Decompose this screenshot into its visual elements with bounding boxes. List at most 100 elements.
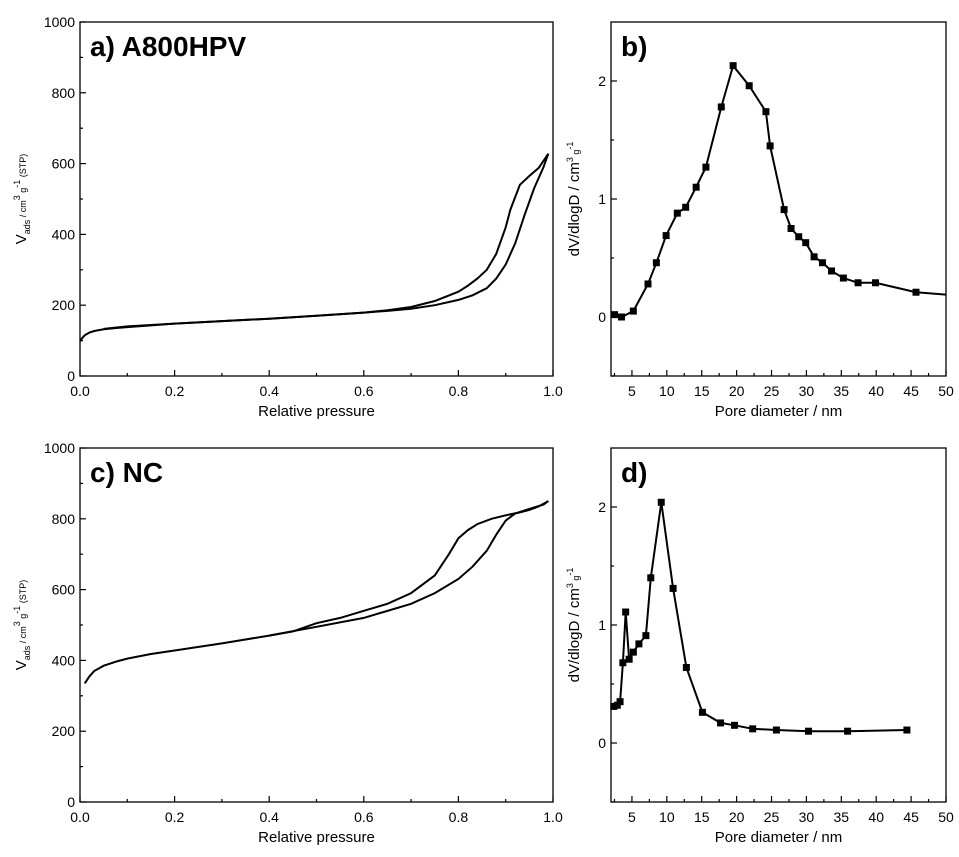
x-axis-label: Pore diameter / nm (715, 403, 843, 420)
y-tick-label: 1000 (44, 440, 75, 456)
x-tick-label: 0.8 (449, 383, 469, 399)
data-point (810, 253, 818, 261)
x-tick-label: 10 (659, 383, 675, 399)
panel-title: d) (621, 457, 647, 488)
y-tick-label: 800 (52, 85, 76, 101)
x-tick-label: 45 (903, 383, 919, 399)
data-point (762, 108, 770, 116)
data-point (616, 698, 624, 706)
x-axis-label: Relative pressure (258, 403, 375, 420)
data-point (731, 721, 739, 729)
x-tick-label: 30 (799, 809, 815, 825)
desorption-curve (269, 500, 549, 637)
data-point (912, 288, 920, 296)
adsorption-curve (83, 500, 549, 684)
y-tick-label: 600 (52, 156, 76, 172)
data-point (692, 183, 700, 191)
panel-a: 0.0 0.2 0.4 0.6 0.8 1.0 0 200 400 600 800 1000 Relat… (12, 14, 563, 420)
data-point (717, 719, 725, 727)
x-tick-label: 25 (764, 809, 780, 825)
x-tick-label: 50 (938, 809, 954, 825)
data-point (619, 659, 627, 667)
x-tick-label: 1.0 (543, 809, 563, 825)
data-point (828, 267, 836, 275)
data-point (872, 279, 880, 287)
desorption-curve (103, 153, 550, 330)
data-point (629, 307, 637, 315)
data-point (669, 584, 677, 592)
x-tick-label: 35 (834, 809, 850, 825)
data-point (818, 259, 826, 267)
x-tick-label: 40 (868, 383, 884, 399)
x-tick-label: 5 (628, 383, 636, 399)
x-tick-label: 15 (694, 809, 710, 825)
y-tick-label: 200 (52, 297, 76, 313)
y-tick-label: 600 (52, 582, 76, 598)
panel-title: b) (621, 31, 647, 62)
x-axis-label: Relative pressure (258, 829, 375, 846)
data-point (625, 655, 633, 663)
data-point (772, 726, 780, 734)
x-tick-label: 0.4 (259, 809, 279, 825)
data-point (839, 274, 847, 282)
data-point (662, 232, 670, 240)
x-tick-label: 5 (628, 809, 636, 825)
x-tick-label: 0.8 (449, 809, 469, 825)
data-point (749, 725, 757, 733)
y-axis-label: Vads / cm3 g-1 (STP) (12, 580, 32, 671)
data-point (780, 206, 788, 214)
data-point (787, 225, 795, 232)
y-tick-label: 1 (598, 617, 606, 633)
data-point (622, 608, 630, 616)
x-tick-label: 25 (764, 383, 780, 399)
x-tick-label: 20 (729, 809, 745, 825)
x-tick-label: 0.4 (259, 383, 279, 399)
panel-d: 5 10 15 20 25 30 35 40 45 50 0 1 2 Pore diameter / nm… (565, 447, 954, 846)
y-tick-label: 800 (52, 511, 76, 527)
x-tick-label: 1.0 (543, 383, 563, 399)
data-point (673, 209, 681, 217)
y-axis-label: dV/dlogD / cm3 g-1 (565, 568, 583, 683)
y-tick-label: 0 (67, 368, 75, 384)
y-axis-label: Vads / cm3 g-1 (STP) (12, 154, 32, 245)
x-tick-label: 45 (903, 809, 919, 825)
data-point (854, 279, 862, 287)
data-point (729, 62, 737, 70)
data-point (644, 280, 652, 288)
data-point (903, 726, 911, 734)
panel-c: 0.0 0.2 0.4 0.6 0.8 1.0 0 200 400 600 800 1000 Relat… (12, 440, 563, 846)
x-tick-label: 0.6 (354, 383, 374, 399)
y-tick-label: 2 (598, 73, 606, 89)
data-point (652, 259, 660, 267)
y-tick-label: 200 (52, 723, 76, 739)
y-tick-label: 1000 (44, 14, 75, 30)
x-tick-label: 20 (729, 383, 745, 399)
data-point (766, 142, 774, 150)
data-point (795, 233, 803, 241)
data-point (642, 632, 650, 640)
data-point (717, 103, 725, 111)
y-tick-label: 2 (598, 499, 606, 515)
y-tick-label: 400 (52, 226, 76, 242)
data-point (682, 203, 690, 211)
data-point (613, 701, 621, 709)
y-tick-label: 0 (598, 309, 606, 325)
data-point (647, 574, 655, 582)
data-point (844, 727, 852, 735)
x-tick-label: 10 (659, 809, 675, 825)
data-point (617, 313, 625, 321)
x-tick-label: 0.2 (165, 809, 185, 825)
x-axis-label: Pore diameter / nm (715, 829, 843, 846)
x-tick-label: 50 (938, 383, 954, 399)
data-point (745, 82, 753, 90)
x-tick-label: 0.0 (70, 383, 90, 399)
y-tick-label: 1 (598, 191, 606, 207)
x-tick-label: 0.0 (70, 809, 90, 825)
x-tick-label: 35 (834, 383, 850, 399)
x-tick-label: 0.2 (165, 383, 185, 399)
x-tick-label: 30 (799, 383, 815, 399)
panel-title: c) NC (90, 457, 163, 488)
y-tick-label: 0 (67, 794, 75, 810)
data-point (629, 648, 637, 656)
